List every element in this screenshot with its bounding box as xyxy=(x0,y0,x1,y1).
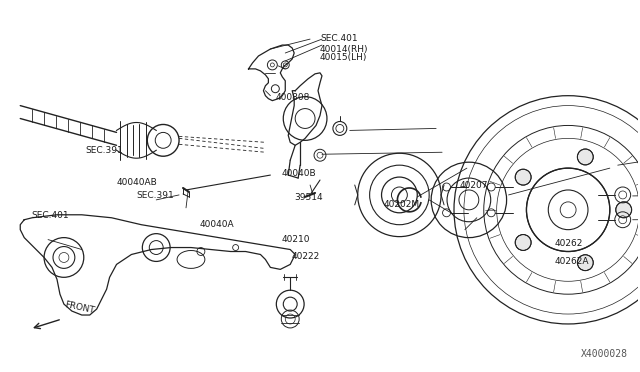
Text: 40014(RH): 40014(RH) xyxy=(320,45,369,54)
Text: 40222: 40222 xyxy=(291,251,319,261)
Text: 40040A: 40040A xyxy=(199,220,234,229)
Text: 400808: 400808 xyxy=(276,93,310,102)
Text: 40202M: 40202M xyxy=(383,200,420,209)
Text: 40262A: 40262A xyxy=(555,257,589,266)
Text: 40040B: 40040B xyxy=(282,169,317,177)
Text: 40262: 40262 xyxy=(555,239,584,248)
Text: SEC.401: SEC.401 xyxy=(320,34,358,43)
Text: 40015(LH): 40015(LH) xyxy=(320,53,367,62)
Text: 40207: 40207 xyxy=(460,182,488,190)
Text: 40040AB: 40040AB xyxy=(116,178,157,187)
Text: 39514: 39514 xyxy=(294,193,323,202)
Circle shape xyxy=(616,202,632,218)
Circle shape xyxy=(515,235,531,250)
Circle shape xyxy=(577,255,593,270)
Text: SEC.391: SEC.391 xyxy=(136,191,174,200)
Text: X4000028: X4000028 xyxy=(580,349,628,359)
Text: 40210: 40210 xyxy=(282,235,310,244)
Text: SEC.391: SEC.391 xyxy=(85,147,123,155)
Circle shape xyxy=(515,169,531,185)
Text: FRONT: FRONT xyxy=(64,300,95,315)
Text: SEC.401: SEC.401 xyxy=(31,211,68,220)
Circle shape xyxy=(577,149,593,165)
